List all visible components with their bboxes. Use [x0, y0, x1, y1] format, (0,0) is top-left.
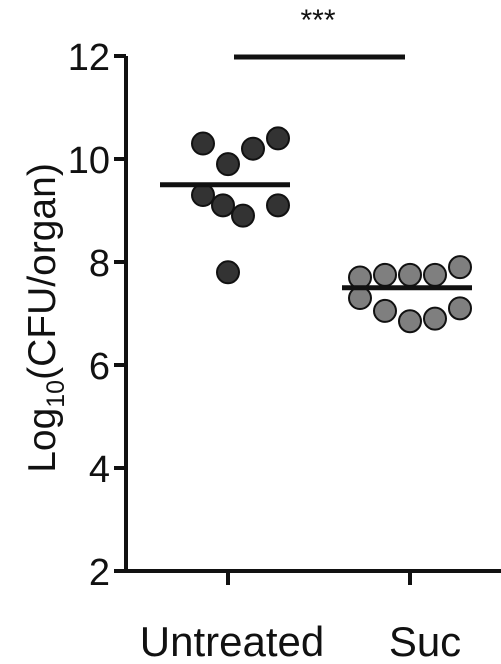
data-point: [373, 298, 397, 323]
data-point: [423, 306, 447, 331]
data-point: [231, 203, 255, 228]
data-point: [211, 193, 235, 218]
y-axis-label: Log10(CFU/organ): [21, 163, 70, 473]
data-point: [191, 183, 215, 208]
data-point: [448, 296, 472, 321]
data-point: [373, 262, 397, 287]
data-point: [266, 126, 290, 151]
y-tick-label: 12: [68, 37, 110, 79]
significance-marker: ***: [300, 4, 335, 37]
data-point: [423, 262, 447, 287]
data-point: [216, 260, 240, 285]
y-tick-label: 8: [89, 243, 110, 285]
y-tick-label: 6: [89, 346, 110, 388]
data-point: [398, 262, 422, 287]
data-point: [448, 255, 472, 280]
y-axis-label-rest: (CFU/organ): [21, 163, 64, 380]
data-point: [191, 131, 215, 156]
data-point: [216, 152, 240, 177]
y-tick-label: 10: [68, 140, 110, 182]
data-point: [348, 265, 372, 290]
data-point: [266, 193, 290, 218]
data-point: [348, 286, 372, 311]
y-axis-label-base: Log: [21, 408, 64, 473]
y-tick-label: 2: [89, 552, 110, 594]
x-tick-label: Untreated: [140, 618, 324, 664]
y-axis-label-subscript: 10: [42, 380, 70, 408]
data-point: [241, 136, 265, 161]
y-tick-label: 4: [89, 449, 110, 491]
x-tick-label: Suc: [389, 618, 461, 664]
data-point: [398, 309, 422, 334]
